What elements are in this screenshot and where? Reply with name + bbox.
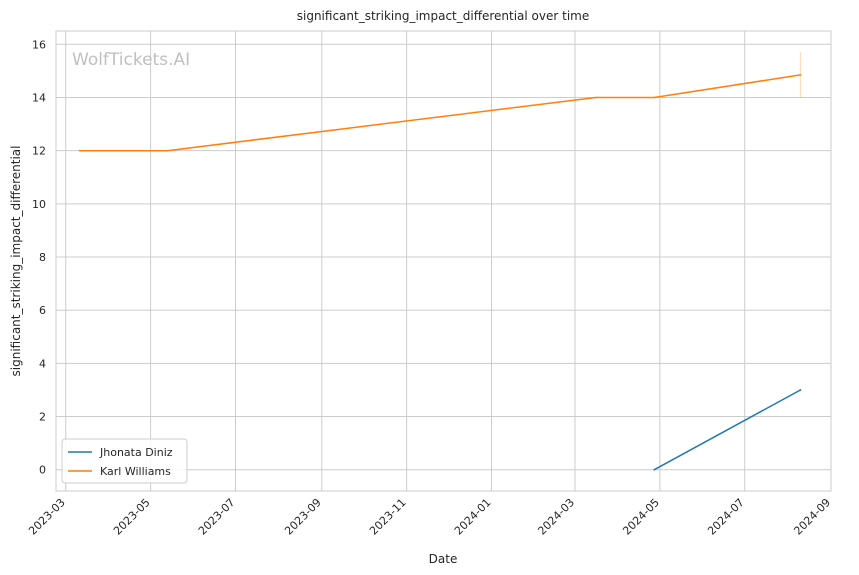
data-point-jhonata-diniz (799, 389, 802, 391)
x-tick-label: 2024-05 (620, 496, 662, 538)
y-tick-label: 8 (39, 251, 46, 264)
data-point-jhonata-diniz (653, 468, 656, 471)
data-point-karl-williams (78, 149, 81, 152)
y-tick-label: 2 (39, 411, 46, 424)
series-lines (78, 52, 802, 471)
data-point-karl-williams (799, 73, 802, 76)
y-tick-label: 16 (32, 38, 46, 51)
x-tick-label: 2024-01 (452, 496, 494, 538)
x-tick-label: 2024-07 (705, 496, 747, 538)
legend: Jhonata Diniz Karl Williams (61, 438, 188, 484)
y-tick-label: 12 (32, 145, 46, 158)
series-line-jhonata-diniz (653, 389, 801, 471)
x-axis-title: Date (429, 552, 458, 566)
x-tick-label: 2023-07 (196, 496, 238, 538)
x-tick-label: 2023-11 (367, 496, 409, 538)
x-tick-label: 2023-05 (111, 496, 153, 538)
x-tick-label: 2024-09 (791, 496, 833, 538)
watermark-text: WolfTickets.AI (72, 50, 190, 70)
legend-label-jhonata-diniz: Jhonata Diniz (99, 446, 173, 459)
data-point-karl-williams (594, 96, 597, 99)
x-tick-label: 2023-03 (26, 496, 68, 538)
x-tick-label: 2024-03 (535, 496, 577, 538)
x-tick-label: 2023-09 (282, 496, 324, 538)
legend-label-karl-williams: Karl Williams (100, 465, 171, 478)
y-tick-label: 4 (39, 357, 46, 370)
grid-lines (56, 31, 832, 491)
data-point-karl-williams (653, 96, 656, 99)
data-point-karl-williams (166, 149, 169, 152)
y-tick-label: 14 (32, 91, 46, 104)
y-tick-label: 0 (39, 464, 46, 477)
y-axis-title: significant_striking_impact_differential (9, 146, 23, 377)
legend-box (61, 438, 188, 484)
y-tick-label: 10 (32, 198, 46, 211)
chart-title: significant_striking_impact_differential… (297, 9, 589, 23)
y-tick-label: 6 (39, 304, 46, 317)
plot-area (55, 30, 832, 492)
